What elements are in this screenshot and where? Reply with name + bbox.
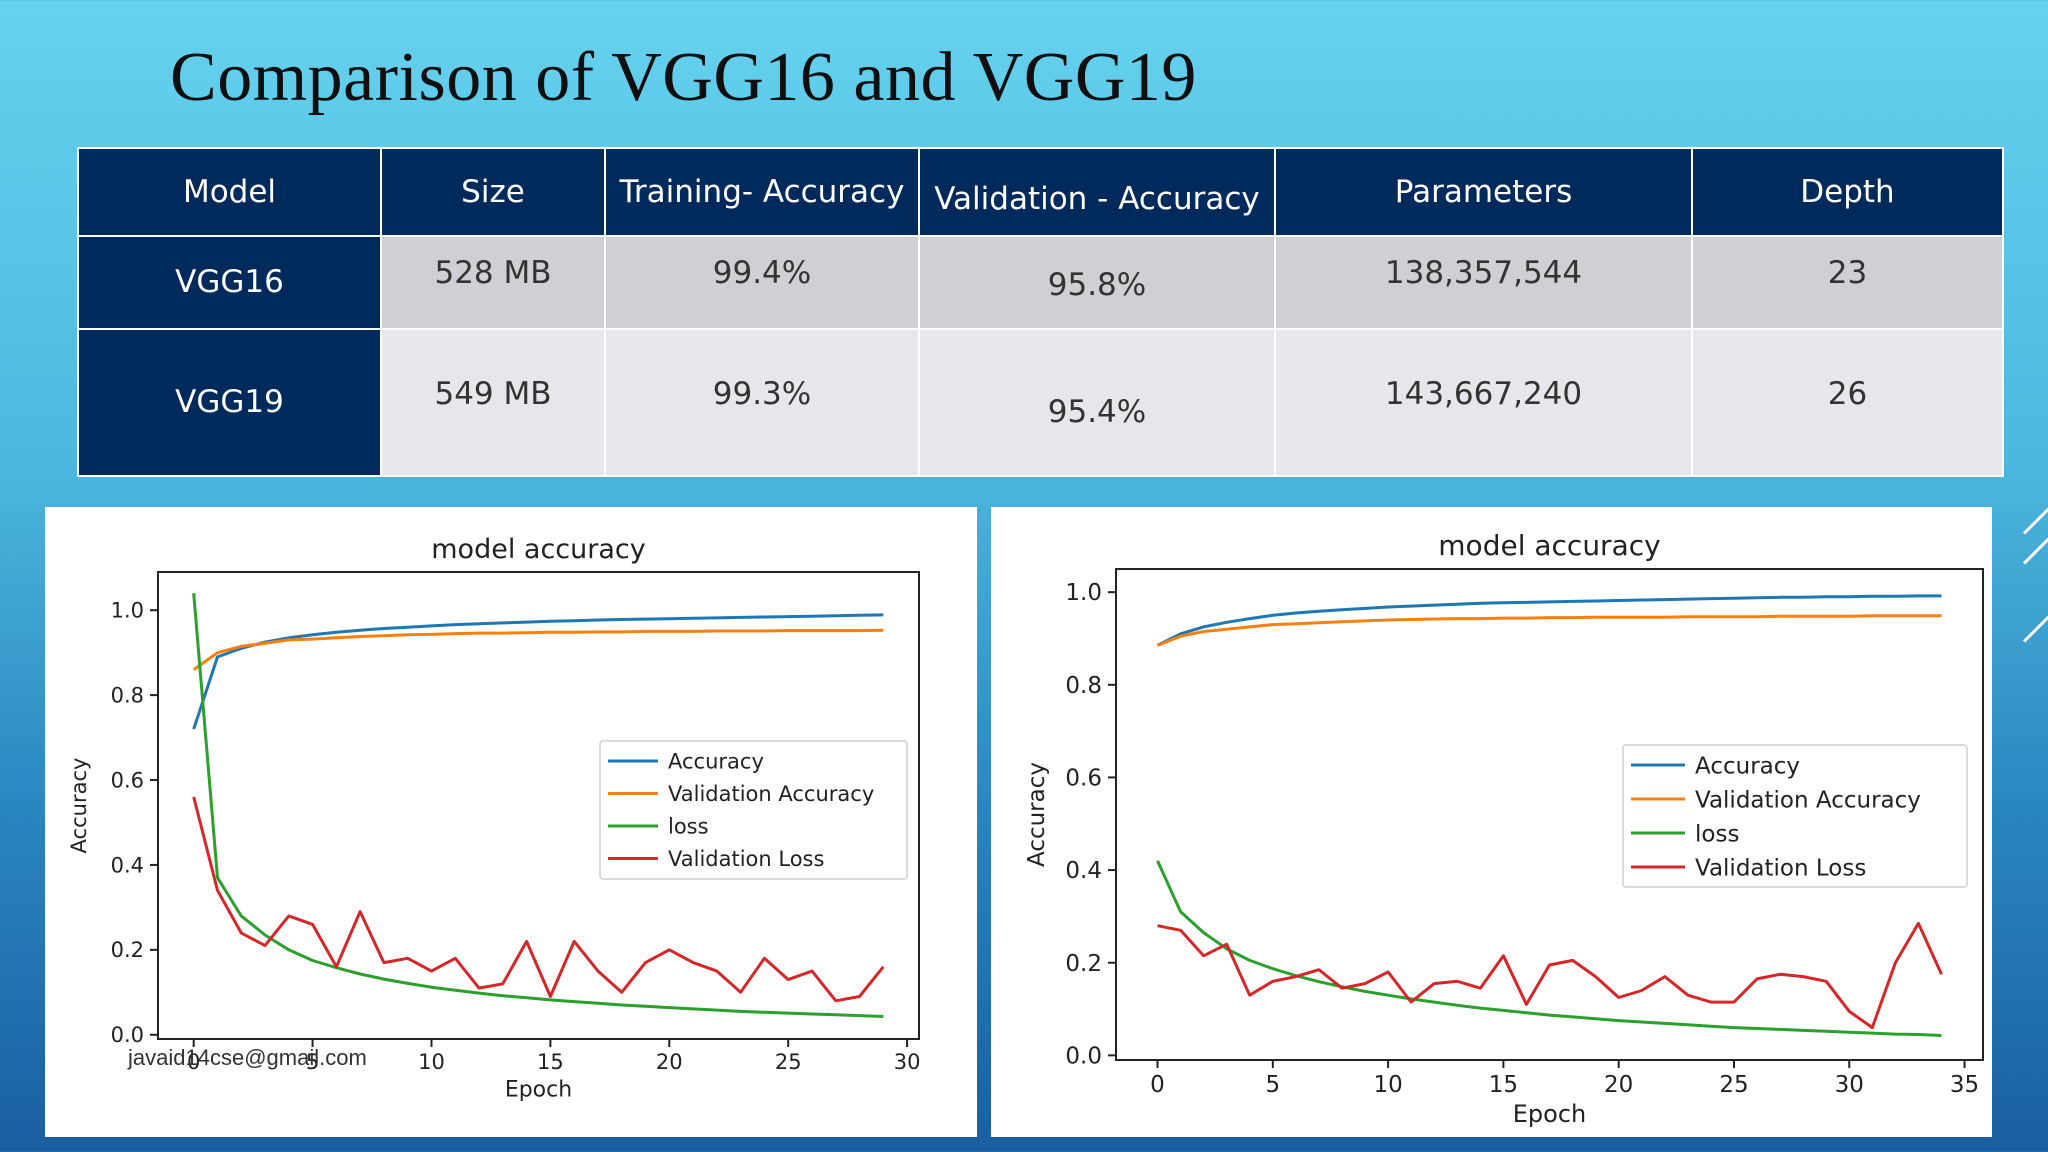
vgg16-chart-panel: model accuracy 0.0 0.2 0.4 0.6 0.8 1.0 0 5 10 15 20… — [45, 507, 977, 1137]
parameters-cell: 138,357,544 — [1274, 235, 1693, 330]
table-row: VGG19 549 MB 99.3% 95.4% 143,667,240 26 — [77, 327, 2004, 478]
series-line-validation-loss — [192, 796, 885, 1003]
y-tick-label: 0.4 — [111, 853, 144, 877]
y-tick-label: 1.0 — [1065, 580, 1102, 606]
size-cell: 549 MB — [380, 327, 606, 478]
depth-cell: 23 — [1691, 235, 2004, 330]
legend-box — [1622, 744, 1968, 888]
x-tick-label: 35 — [1950, 1072, 1979, 1098]
table-row: VGG16 528 MB 99.4% 95.8% 138,357,544 23 — [77, 235, 2004, 330]
series-line-validation-loss — [1157, 921, 1943, 1030]
x-axis-label: Epoch — [505, 1077, 572, 1102]
series-line-validation-accuracy — [1156, 614, 1942, 647]
x-tick-label: 30 — [894, 1050, 921, 1074]
training-accuracy-cell: 99.3% — [604, 327, 920, 478]
x-tick-label: 25 — [1719, 1072, 1748, 1098]
y-tick-label: 1.0 — [111, 599, 144, 623]
y-tick-label: 0.6 — [111, 768, 144, 792]
validation-accuracy-cell: 95.4% — [918, 327, 1276, 478]
x-tick-label: 15 — [1489, 1072, 1518, 1098]
x-tick-label: 10 — [1373, 1072, 1402, 1098]
vgg19-chart-panel: model accuracy 0.0 0.2 0.4 0.6 0.8 1.0 0 5 10 15 20… — [991, 507, 1992, 1137]
vgg16-accuracy-chart: model accuracy 0.0 0.2 0.4 0.6 0.8 1.0 0 5 10 15 20… — [67, 534, 921, 1102]
legend-label: Validation Accuracy — [668, 782, 874, 806]
x-tick-label: 5 — [306, 1050, 319, 1074]
plot-frame — [157, 571, 920, 1040]
x-tick-label: 15 — [537, 1050, 564, 1074]
plot-frame — [1115, 568, 1984, 1061]
decorative-line — [2022, 612, 2048, 643]
x-tick-label: 10 — [418, 1050, 445, 1074]
decorative-line — [2022, 534, 2048, 565]
x-tick-label: 20 — [656, 1050, 683, 1074]
legend-label: Accuracy — [1695, 753, 1800, 779]
legend-label: Validation Accuracy — [1695, 787, 1921, 813]
legend-label: Validation Loss — [1695, 855, 1866, 881]
x-tick-label: 25 — [775, 1050, 802, 1074]
comparison-table: Model Size Training- Accuracy Validation… — [77, 147, 2004, 478]
parameters-cell: 143,667,240 — [1274, 327, 1693, 478]
y-tick-label: 0.2 — [1065, 951, 1102, 977]
column-header-training-accuracy: Training- Accuracy — [604, 147, 920, 237]
column-header-parameters: Parameters — [1274, 147, 1693, 237]
model-name-cell: VGG19 — [77, 327, 382, 478]
y-tick-label: 0.8 — [111, 683, 144, 707]
y-tick-label: 0.2 — [111, 938, 144, 962]
column-header-depth: Depth — [1691, 147, 2004, 237]
series-line-accuracy — [1156, 594, 1942, 647]
y-axis-label: Accuracy — [67, 758, 91, 854]
series-line-loss — [1156, 860, 1942, 1037]
author-email: javaid14cse@gmail.com — [128, 1045, 367, 1070]
chart-title: model accuracy — [431, 534, 645, 565]
series-line-accuracy — [192, 613, 884, 730]
table-header-row: Model Size Training- Accuracy Validation… — [77, 147, 2004, 237]
slide-title: Comparison of VGG16 and VGG19 — [170, 39, 1197, 116]
y-tick-label: 0.0 — [111, 1023, 144, 1047]
x-tick-label: 20 — [1604, 1072, 1633, 1098]
series-line-validation-accuracy — [192, 628, 884, 671]
x-axis-label: Epoch — [1513, 1100, 1587, 1128]
series-line-loss — [192, 593, 884, 1018]
y-tick-label: 0.6 — [1065, 765, 1102, 791]
x-tick-label: 0 — [187, 1050, 200, 1074]
chart-title: model accuracy — [1438, 529, 1660, 562]
column-header-size: Size — [380, 147, 606, 237]
x-tick-label: 30 — [1835, 1072, 1864, 1098]
legend-box — [599, 740, 908, 880]
training-accuracy-cell: 99.4% — [604, 235, 920, 330]
size-cell: 528 MB — [380, 235, 606, 330]
x-tick-label: 0 — [1150, 1072, 1165, 1098]
y-tick-label: 0.0 — [1065, 1043, 1102, 1069]
legend-label: loss — [1695, 821, 1739, 847]
column-header-validation-accuracy: Validation - Accuracy — [918, 147, 1276, 237]
legend-label: loss — [668, 815, 709, 839]
validation-accuracy-cell: 95.8% — [918, 235, 1276, 330]
y-tick-label: 0.8 — [1065, 673, 1102, 699]
y-tick-label: 0.4 — [1065, 858, 1102, 884]
legend-label: Validation Loss — [668, 847, 824, 871]
model-name-cell: VGG16 — [77, 235, 382, 330]
vgg19-accuracy-chart: model accuracy 0.0 0.2 0.4 0.6 0.8 1.0 0 5 10 15 20… — [1024, 529, 1984, 1128]
depth-cell: 26 — [1691, 327, 2004, 478]
y-axis-label: Accuracy — [1024, 762, 1050, 867]
legend-label: Accuracy — [668, 750, 764, 774]
x-tick-label: 5 — [1265, 1072, 1280, 1098]
decorative-line — [2022, 504, 2048, 535]
column-header-model: Model — [77, 147, 382, 237]
